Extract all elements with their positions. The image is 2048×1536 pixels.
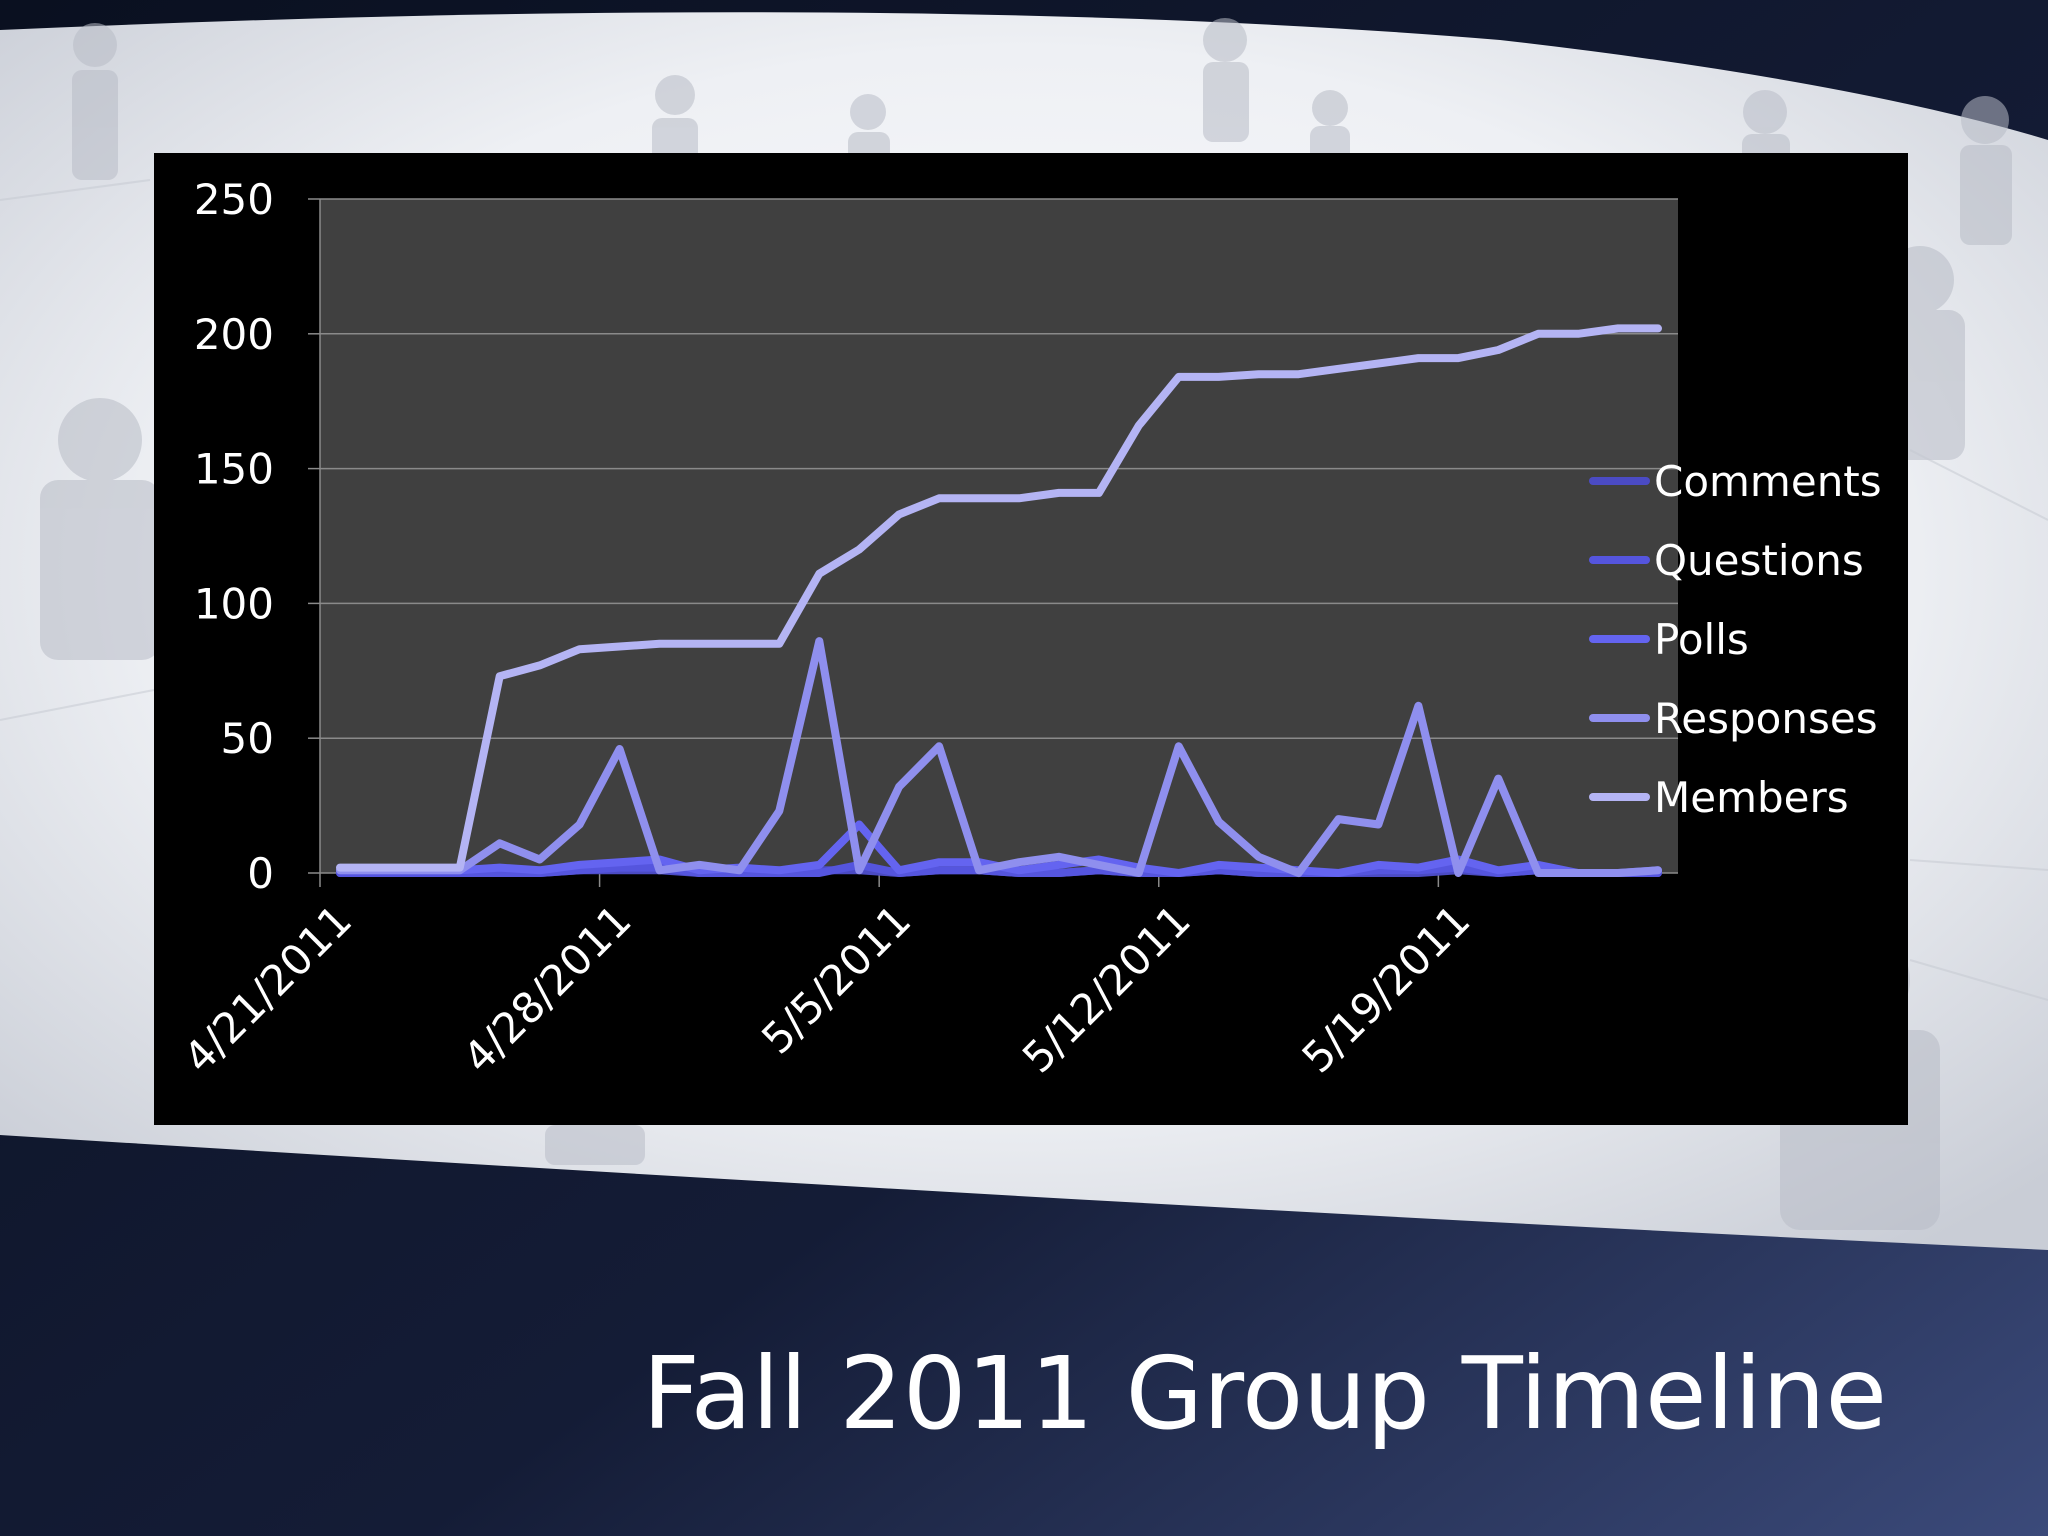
- legend-item-responses: Responses: [1589, 694, 1878, 743]
- y-axis-tick-labels: 0 50 100 150 200 250: [194, 175, 274, 898]
- y-tick-label: 50: [221, 714, 274, 763]
- x-tick-label: 4/21/2011: [174, 895, 361, 1082]
- legend-label: Members: [1654, 773, 1849, 822]
- slide-title: Fall 2011 Group Timeline: [642, 1335, 1887, 1452]
- x-tick-label: 4/28/2011: [454, 895, 641, 1082]
- legend-label: Comments: [1654, 457, 1882, 506]
- plot-area: [320, 199, 1678, 873]
- x-tick-label: 5/19/2011: [1292, 895, 1479, 1082]
- x-tick-label: 5/5/2011: [752, 895, 920, 1063]
- series-line-responses: [336, 637, 1662, 877]
- gridlines: [308, 198, 1678, 874]
- y-tick-label: 200: [194, 310, 274, 359]
- y-tick-label: 0: [247, 849, 274, 898]
- legend-label: Polls: [1654, 615, 1749, 664]
- legend-item-comments: Comments: [1589, 457, 1882, 506]
- line-chart: 0 50 100 150 200 250 4/21/2011 4/28/2011 5/5/20…: [174, 175, 1882, 1082]
- chart-panel: 0 50 100 150 200 250 4/21/2011 4/28/2011 5/5/20…: [154, 153, 1908, 1125]
- y-tick-label: 150: [194, 445, 274, 494]
- legend: Comments Questions Polls Responses Members: [1589, 457, 1882, 822]
- legend-item-questions: Questions: [1589, 536, 1864, 585]
- y-tick-label: 100: [194, 579, 274, 628]
- legend-item-polls: Polls: [1589, 615, 1749, 664]
- y-tick-label: 250: [194, 175, 274, 224]
- x-tick-label: 5/12/2011: [1013, 895, 1200, 1082]
- legend-label: Responses: [1654, 694, 1878, 743]
- legend-item-members: Members: [1589, 773, 1849, 822]
- series-line-questions: [336, 860, 1662, 877]
- x-axis-tick-labels: 4/21/2011 4/28/2011 5/5/2011 5/12/2011 5/19/…: [174, 895, 1479, 1082]
- series-lines: [336, 324, 1662, 877]
- legend-label: Questions: [1654, 536, 1864, 585]
- series-line-members: [336, 324, 1662, 872]
